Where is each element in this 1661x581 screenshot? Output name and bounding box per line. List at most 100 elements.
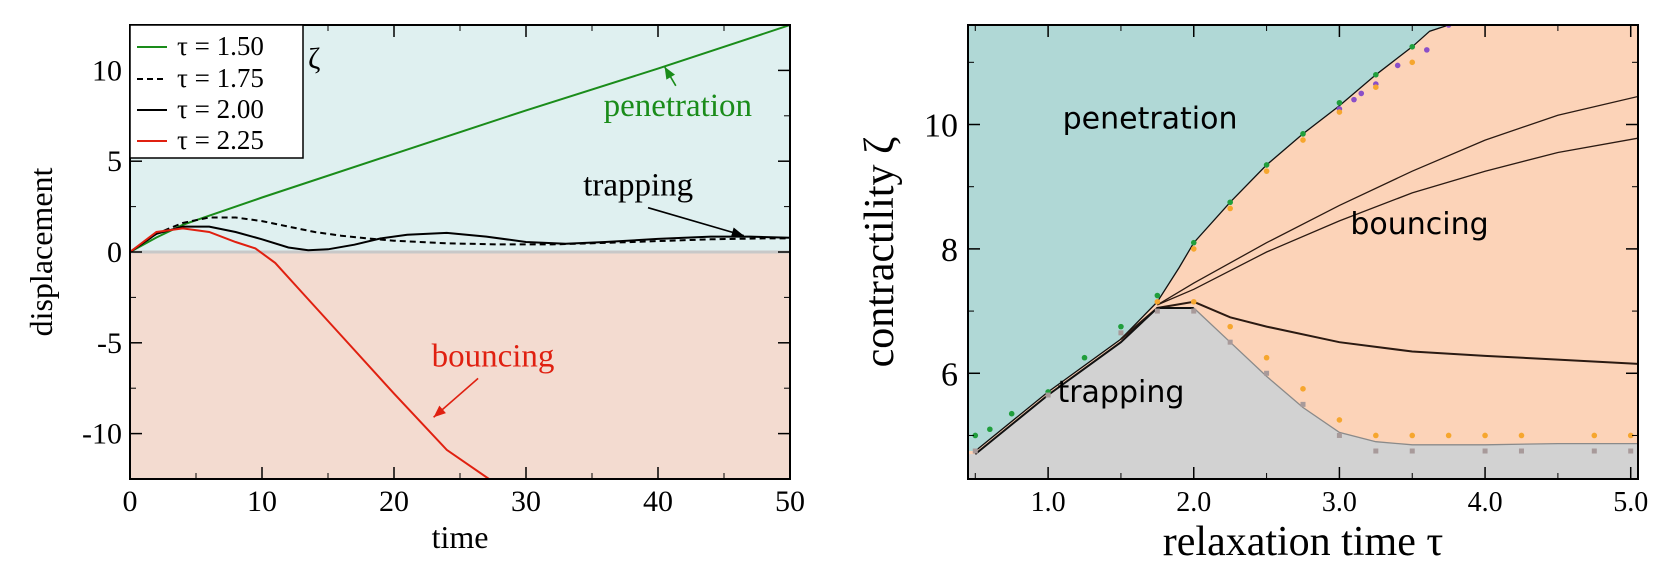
right-data-point bbox=[1591, 432, 1598, 439]
left-x-tick-label: 0 bbox=[123, 485, 138, 518]
legend-label-4: τ = 2.25 bbox=[177, 125, 264, 155]
left-series-line-4 bbox=[130, 227, 490, 479]
right-data-point bbox=[1482, 432, 1488, 439]
right-data-point bbox=[1118, 330, 1124, 336]
right-x-tick-label: 2.0 bbox=[1176, 487, 1211, 518]
right-data-point bbox=[1264, 370, 1270, 376]
right-data-point bbox=[1008, 410, 1015, 417]
right-data-point bbox=[1358, 90, 1365, 97]
right-boundary-lower-branch bbox=[1120, 300, 1638, 365]
right-boundary-trap-right bbox=[1193, 307, 1638, 446]
left-x-tick-label: 50 bbox=[775, 485, 805, 518]
left-y-tick-label: 10 bbox=[92, 54, 122, 87]
right-x-tick-label: 5.0 bbox=[1613, 487, 1648, 518]
right-data-point bbox=[1190, 246, 1197, 252]
legend-label-1: τ = 1.50 bbox=[177, 31, 264, 61]
right-data-point bbox=[1409, 59, 1416, 66]
right-data-point bbox=[1627, 432, 1634, 439]
right-region-label-bouncing: bouncing bbox=[1350, 207, 1488, 242]
right-x-tick-label: 3.0 bbox=[1322, 487, 1357, 518]
right-data-point bbox=[1154, 308, 1160, 314]
right-data-point bbox=[1409, 43, 1416, 50]
right-x-tick-label: 4.0 bbox=[1468, 487, 1503, 518]
right-data-point bbox=[1118, 323, 1124, 330]
left-chart: 0 10 20 30 40 50 -10 -5 0 5 10 penetration trapping… bbox=[23, 24, 805, 555]
right-data-point bbox=[987, 426, 993, 433]
right-data-point bbox=[1300, 401, 1306, 407]
left-legend: τ = 1.50 τ = 1.75 τ = 2.00 τ = 2.25 ζ bbox=[129, 24, 320, 159]
right-data-point bbox=[1190, 298, 1197, 305]
right-region-label-penetration: penetration bbox=[1063, 101, 1238, 136]
left-annotation-arrow-head bbox=[664, 66, 676, 80]
right-data-point bbox=[1263, 162, 1270, 168]
right-data-point bbox=[1154, 298, 1161, 305]
right-data-point bbox=[1628, 448, 1634, 454]
right-plot-frame bbox=[967, 24, 1639, 480]
right-y-axis-label: contractility ζ bbox=[857, 137, 903, 368]
right-data-point bbox=[1154, 292, 1161, 299]
right-data-point bbox=[1336, 99, 1343, 106]
legend-label-2: τ = 1.75 bbox=[177, 63, 264, 93]
right-data-point bbox=[1227, 205, 1233, 212]
right-data-point bbox=[1300, 386, 1306, 392]
left-series-line-3 bbox=[130, 225, 790, 253]
left-y-tick-label: -5 bbox=[97, 327, 122, 360]
right-chart: 1.0 2.0 3.0 4.0 5.0 6 8 10 penetration bouncing t… bbox=[857, 24, 1648, 565]
right-data-point bbox=[1424, 47, 1430, 53]
right-x-tick-label: 1.0 bbox=[1031, 487, 1066, 518]
right-region-trapping bbox=[968, 308, 1638, 479]
right-data-point bbox=[1591, 448, 1597, 454]
left-x-tick-label: 40 bbox=[643, 485, 673, 518]
right-boundary-upper-branch bbox=[1156, 95, 1638, 306]
right-data-point bbox=[1227, 323, 1233, 330]
legend-title: ζ bbox=[308, 42, 320, 75]
left-annotation-arrow-head bbox=[730, 227, 744, 238]
right-data-point bbox=[1081, 354, 1088, 361]
left-annotation-trapping: trapping bbox=[583, 168, 693, 204]
right-data-point bbox=[1336, 417, 1343, 423]
right-data-point bbox=[1045, 392, 1051, 398]
right-data-point bbox=[1373, 448, 1379, 454]
right-data-point bbox=[1373, 71, 1379, 78]
right-data-point bbox=[1191, 308, 1197, 314]
right-data-point bbox=[1190, 239, 1197, 246]
right-data-point bbox=[1373, 84, 1379, 90]
left-annotation-arrow-head bbox=[433, 405, 446, 418]
right-y-tick-label: 8 bbox=[941, 232, 958, 269]
right-data-point bbox=[1409, 432, 1416, 439]
right-data-point bbox=[1336, 432, 1342, 438]
right-boundary-middle-branch bbox=[1157, 137, 1638, 306]
right-data-point bbox=[1518, 432, 1525, 439]
left-x-tick-label: 20 bbox=[379, 485, 409, 518]
left-x-axis-label: time bbox=[432, 519, 489, 555]
left-y-axis-label: displacement bbox=[23, 167, 59, 336]
right-x-axis-label: relaxation time τ bbox=[1163, 519, 1443, 565]
left-y-tick-label: 5 bbox=[107, 145, 122, 178]
right-data-point bbox=[972, 432, 979, 439]
right-region-penetration bbox=[968, 25, 1638, 451]
left-annotation-arrow-line bbox=[647, 206, 745, 237]
right-data-point bbox=[1336, 109, 1343, 115]
right-data-point bbox=[972, 448, 978, 454]
right-data-point bbox=[1373, 432, 1379, 439]
left-y-tick-label: 0 bbox=[107, 236, 122, 269]
left-x-tick-label: 30 bbox=[511, 485, 541, 518]
right-y-tick-label: 10 bbox=[924, 108, 958, 145]
right-data-point bbox=[1394, 62, 1401, 69]
right-data-point bbox=[1300, 137, 1306, 143]
right-data-point bbox=[1518, 448, 1524, 454]
right-data-point bbox=[1351, 96, 1357, 103]
left-y-tick-label: -10 bbox=[82, 418, 122, 451]
right-data-point bbox=[1263, 168, 1270, 174]
left-annotation-penetration: penetration bbox=[604, 88, 752, 124]
legend-label-3: τ = 2.00 bbox=[177, 94, 264, 124]
right-data-point bbox=[1263, 354, 1270, 361]
right-data-point bbox=[1227, 199, 1233, 206]
left-region-lower bbox=[130, 252, 790, 479]
right-data-point bbox=[1300, 131, 1306, 137]
right-y-tick-label: 6 bbox=[941, 356, 958, 393]
right-data-point bbox=[1482, 448, 1488, 454]
right-boundary-trap-left bbox=[974, 307, 1194, 455]
right-region-label-trapping: trapping bbox=[1057, 375, 1184, 410]
